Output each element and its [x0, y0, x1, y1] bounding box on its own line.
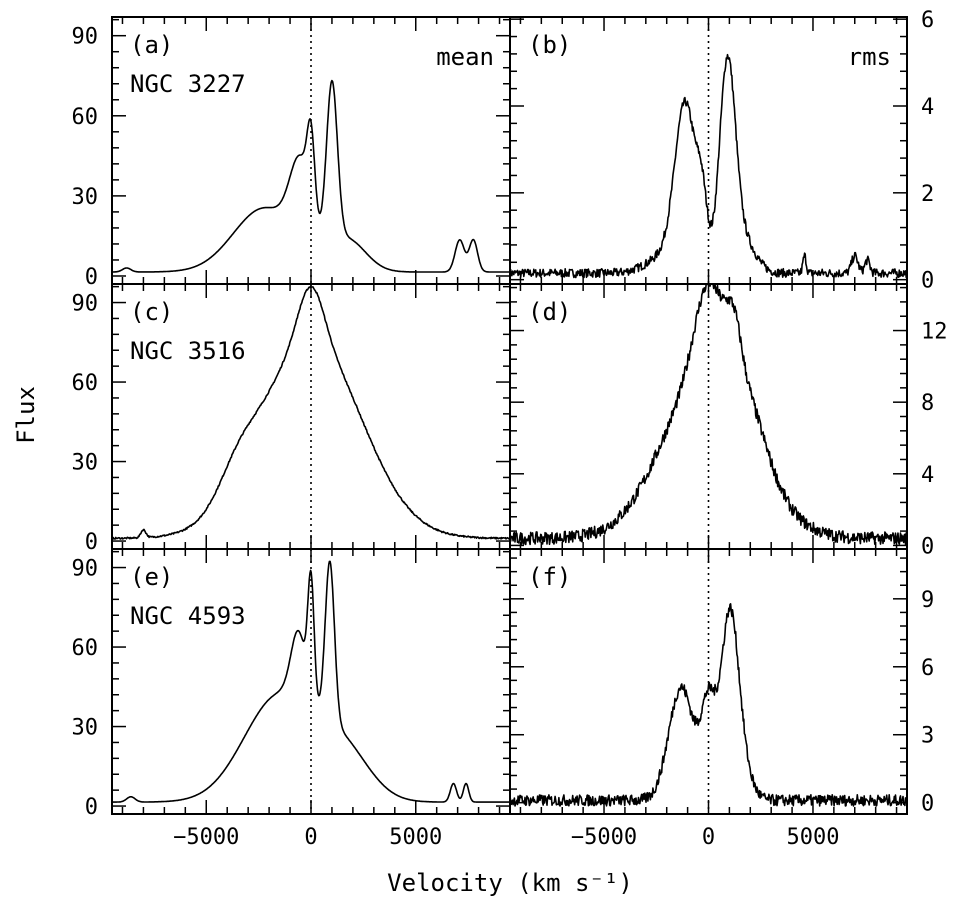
- panel-e: 0 30 60 90 −5000 0 5000 (e) NGC 4593: [72, 548, 511, 850]
- y-tick-label: 90: [72, 292, 99, 317]
- y-tick-label: 90: [72, 557, 99, 582]
- spectrum-line: [509, 53, 908, 279]
- spectrum-line: [111, 285, 511, 540]
- corner-label: mean: [436, 43, 494, 71]
- spectrum-line: [111, 560, 510, 803]
- object-label: NGC 4593: [130, 602, 246, 630]
- x-tick-label: 0: [702, 825, 715, 850]
- y-tick-label: 0: [921, 792, 934, 817]
- x-tick-label: −5000: [571, 825, 637, 850]
- y-tick-label: 30: [72, 185, 99, 210]
- spectrum-line: [509, 283, 908, 546]
- panel-label: (c): [130, 298, 173, 326]
- y-tick-label: 0: [85, 265, 98, 290]
- spectrum-line: [111, 79, 510, 273]
- y-tick-label: 30: [72, 451, 99, 476]
- object-label: NGC 3227: [130, 70, 246, 98]
- y-tick-label: 4: [921, 95, 934, 120]
- panel-label: (b): [528, 31, 571, 59]
- y-tick-label: 4: [921, 463, 934, 488]
- corner-label: rms: [848, 43, 891, 71]
- y-tick-label: 8: [921, 391, 934, 416]
- panel-c: 0 30 60 90 (c) NGC 3516: [72, 283, 511, 555]
- y-tick-label: 6: [921, 8, 934, 33]
- panel-b: 0 2 4 6 (b) rms: [509, 8, 934, 294]
- y-tick-label: 2: [921, 182, 934, 207]
- x-tick-label: 5000: [786, 825, 839, 850]
- y-tick-label: 6: [921, 656, 934, 681]
- x-tick-label: 0: [304, 825, 317, 850]
- x-tick-label: 5000: [389, 825, 442, 850]
- y-tick-label: 30: [72, 716, 99, 741]
- x-axis-label: Velocity (km s⁻¹): [387, 869, 633, 897]
- y-tick-label: 60: [72, 371, 99, 396]
- panel-d: 0 4 8 12 (d): [509, 283, 948, 559]
- y-tick-label: 12: [921, 320, 948, 345]
- y-tick-label: 0: [921, 534, 934, 559]
- panel-label: (e): [130, 563, 173, 591]
- y-tick-label: 3: [921, 724, 934, 749]
- y-tick-label: 9: [921, 588, 934, 613]
- y-tick-label: 60: [72, 636, 99, 661]
- panel-label: (d): [528, 298, 571, 326]
- panel-f: 0 3 6 9 −5000 0 5000 (f): [509, 548, 934, 850]
- x-tick-label: −5000: [173, 825, 239, 850]
- object-label: NGC 3516: [130, 337, 246, 365]
- y-tick-label: 0: [85, 530, 98, 555]
- panel-label: (f): [528, 563, 571, 591]
- panel-a: 0 30 60 90 (a) NGC 3227 mean: [72, 16, 511, 290]
- y-tick-label: 90: [72, 25, 99, 50]
- y-tick-label: 60: [72, 105, 99, 130]
- spectrum-line: [509, 603, 908, 807]
- y-tick-label: 0: [921, 269, 934, 294]
- y-axis-label: Flux: [12, 386, 40, 444]
- panel-label: (a): [130, 31, 173, 59]
- y-tick-label: 0: [85, 795, 98, 820]
